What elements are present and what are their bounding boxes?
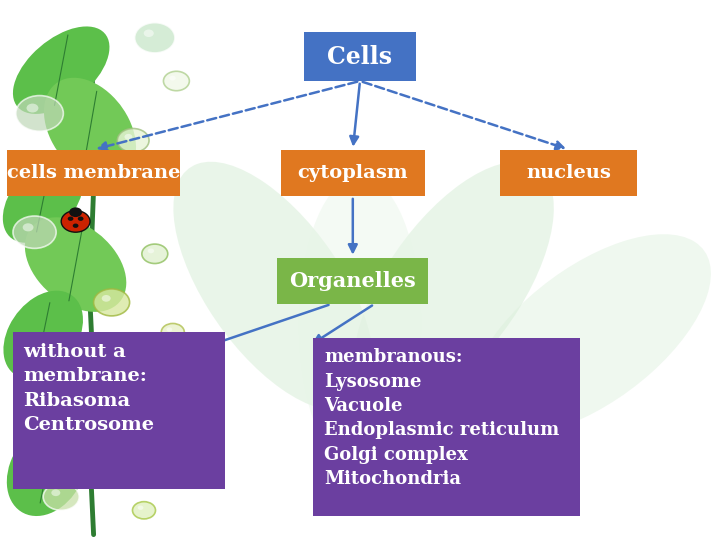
FancyBboxPatch shape bbox=[7, 150, 180, 195]
Circle shape bbox=[94, 289, 130, 316]
Circle shape bbox=[132, 502, 156, 519]
Text: without a
membrane:
Ribasoma
Centrosome: without a membrane: Ribasoma Centrosome bbox=[24, 343, 154, 434]
Circle shape bbox=[126, 440, 132, 445]
Ellipse shape bbox=[3, 157, 84, 243]
Circle shape bbox=[78, 217, 84, 221]
Ellipse shape bbox=[4, 291, 83, 379]
Ellipse shape bbox=[6, 423, 87, 516]
Circle shape bbox=[166, 327, 172, 332]
Ellipse shape bbox=[174, 162, 374, 410]
Ellipse shape bbox=[13, 26, 109, 114]
Text: cytoplasm: cytoplasm bbox=[297, 164, 408, 182]
FancyBboxPatch shape bbox=[281, 150, 425, 195]
FancyBboxPatch shape bbox=[313, 338, 580, 516]
Ellipse shape bbox=[299, 176, 421, 472]
FancyBboxPatch shape bbox=[13, 332, 225, 489]
Circle shape bbox=[120, 436, 146, 455]
Circle shape bbox=[163, 71, 189, 91]
Circle shape bbox=[161, 361, 192, 384]
Ellipse shape bbox=[44, 78, 136, 181]
Text: membranous:
Lysosome
Vacuole
Endoplasmic reticulum
Golgi complex
Mitochondria: membranous: Lysosome Vacuole Endoplasmic… bbox=[324, 348, 559, 488]
Text: Cells: Cells bbox=[328, 45, 392, 69]
Circle shape bbox=[25, 413, 35, 421]
Circle shape bbox=[27, 104, 38, 112]
Ellipse shape bbox=[354, 162, 554, 410]
Circle shape bbox=[68, 217, 73, 221]
Circle shape bbox=[161, 323, 184, 341]
Circle shape bbox=[69, 207, 82, 217]
Circle shape bbox=[117, 129, 149, 152]
Circle shape bbox=[135, 23, 175, 53]
Circle shape bbox=[168, 366, 176, 372]
Circle shape bbox=[51, 489, 60, 496]
FancyBboxPatch shape bbox=[277, 258, 428, 303]
Circle shape bbox=[125, 134, 132, 140]
FancyBboxPatch shape bbox=[500, 150, 637, 195]
FancyBboxPatch shape bbox=[304, 32, 416, 81]
Circle shape bbox=[13, 216, 56, 248]
Circle shape bbox=[16, 406, 56, 436]
Circle shape bbox=[16, 96, 63, 131]
Ellipse shape bbox=[470, 234, 711, 435]
Circle shape bbox=[144, 30, 154, 37]
Circle shape bbox=[102, 295, 111, 302]
Circle shape bbox=[138, 505, 143, 510]
Circle shape bbox=[169, 76, 176, 80]
Circle shape bbox=[119, 176, 125, 180]
Circle shape bbox=[148, 248, 154, 253]
Ellipse shape bbox=[25, 217, 126, 312]
Circle shape bbox=[61, 211, 90, 232]
Text: Organelles: Organelles bbox=[289, 271, 416, 291]
Ellipse shape bbox=[28, 349, 130, 450]
Text: nucleus: nucleus bbox=[526, 164, 611, 182]
Text: cells membrane: cells membrane bbox=[7, 164, 180, 182]
Circle shape bbox=[113, 171, 139, 191]
Circle shape bbox=[142, 244, 168, 264]
Circle shape bbox=[73, 224, 78, 228]
Circle shape bbox=[43, 483, 79, 510]
Circle shape bbox=[23, 224, 33, 232]
